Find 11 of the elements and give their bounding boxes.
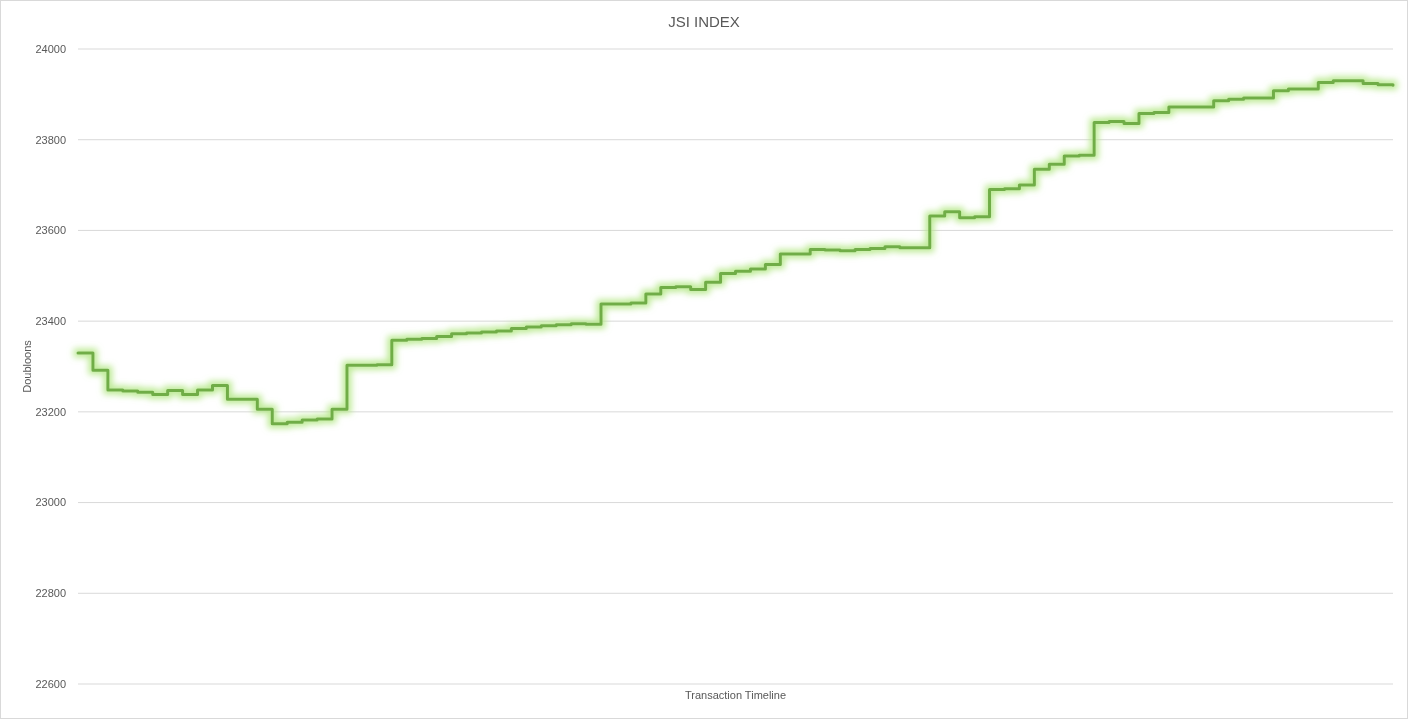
chart-title: JSI INDEX — [668, 13, 740, 30]
y-tick-label: 23600 — [35, 224, 66, 237]
x-axis-title: Transaction Timeline — [684, 689, 787, 701]
y-tick-label: 24000 — [35, 42, 66, 55]
y-tick-label: 23400 — [35, 314, 66, 327]
y-axis-title: Doubloons — [21, 339, 33, 393]
y-tick-label: 22600 — [35, 677, 66, 690]
y-tick-label: 23000 — [35, 496, 66, 509]
y-tick-label: 23200 — [35, 405, 66, 418]
y-tick-label: 23800 — [35, 133, 66, 146]
y-tick-label: 22800 — [35, 587, 66, 600]
